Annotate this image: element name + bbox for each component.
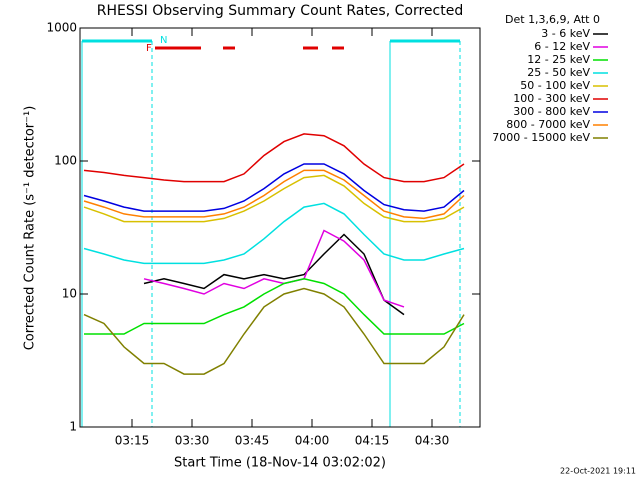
plot-frame bbox=[79, 27, 481, 428]
series-line bbox=[83, 163, 465, 212]
legend-label: 100 - 300 keV bbox=[513, 92, 590, 105]
y-tick-label: 1 bbox=[69, 420, 77, 434]
night-markers bbox=[81, 39, 461, 427]
series-line bbox=[83, 287, 465, 375]
x-tick-label: 03:30 bbox=[175, 434, 210, 448]
x-tick-label: 04:30 bbox=[415, 434, 450, 448]
legend-label: 3 - 6 keV bbox=[541, 27, 590, 40]
annotation: N bbox=[160, 35, 167, 46]
legend-label: 50 - 100 keV bbox=[520, 79, 590, 92]
y-tick-label: 10 bbox=[62, 287, 77, 301]
series-line bbox=[83, 133, 465, 183]
annotation: F bbox=[146, 43, 152, 54]
legend-label: 7000 - 15000 keV bbox=[492, 131, 590, 144]
series-line bbox=[83, 202, 465, 265]
footer: 22-Oct-2021 19:11 bbox=[560, 467, 636, 476]
legend-label: 6 - 12 keV bbox=[534, 40, 590, 53]
legend-label: 25 - 50 keV bbox=[527, 66, 590, 79]
chart-title: RHESSI Observing Summary Count Rates, Co… bbox=[97, 3, 463, 19]
series-line bbox=[143, 233, 405, 316]
legend-label: 12 - 25 keV bbox=[527, 53, 590, 66]
series-line bbox=[84, 278, 465, 335]
y-axis-label: Corrected Count Rate (s⁻¹ detector⁻¹) bbox=[23, 106, 38, 351]
x-axis-label: Start Time (18-Nov-14 03:02:02) bbox=[174, 456, 386, 471]
legend-title: Det 1,3,6,9, Att 0 bbox=[505, 13, 600, 26]
legend-label: 800 - 7000 keV bbox=[506, 118, 590, 131]
x-tick-label: 04:15 bbox=[355, 434, 390, 448]
legend-label: 300 - 800 keV bbox=[513, 105, 590, 118]
x-tick-label: 04:00 bbox=[295, 434, 330, 448]
x-tick-label: 03:45 bbox=[235, 434, 270, 448]
series-line bbox=[83, 169, 465, 220]
y-tick-label: 1000 bbox=[46, 21, 77, 35]
series-line bbox=[143, 229, 405, 308]
x-tick-label: 03:15 bbox=[115, 434, 150, 448]
y-tick-label: 100 bbox=[54, 154, 77, 168]
series-line bbox=[83, 174, 465, 223]
